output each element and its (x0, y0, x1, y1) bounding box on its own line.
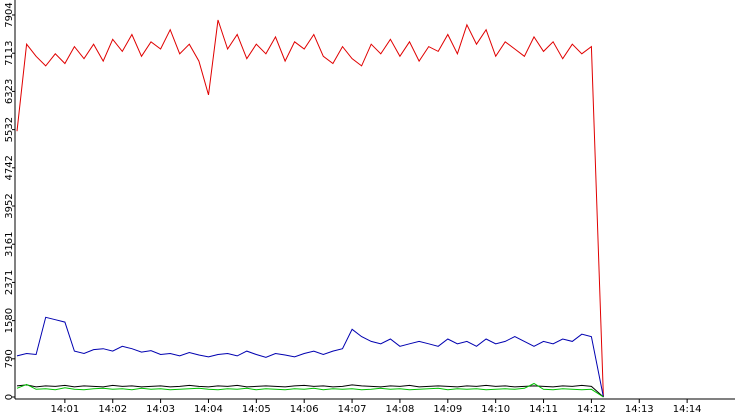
x-tick-label: 14:09 (433, 404, 462, 415)
y-tick-label: 0 (4, 394, 15, 400)
x-tick-label: 14:04 (194, 404, 223, 415)
x-tick-label: 14:12 (577, 404, 606, 415)
x-tick-label: 14:06 (290, 404, 319, 415)
y-tick-label: 790 (4, 349, 15, 368)
x-tick-label: 14:02 (98, 404, 127, 415)
x-tick-label: 14:10 (481, 404, 510, 415)
series-line (16, 384, 604, 398)
y-tick-label: 3952 (4, 193, 15, 218)
x-tick-label: 14:07 (338, 404, 367, 415)
x-tick-label: 14:13 (625, 404, 654, 415)
y-tick-label: 3161 (4, 231, 15, 256)
x-tick-label: 14:05 (242, 404, 271, 415)
y-tick-label: 7113 (4, 40, 15, 65)
x-tick-label: 14:11 (529, 404, 558, 415)
x-tick-label: 14:03 (146, 404, 175, 415)
x-tick-label: 14:01 (50, 404, 79, 415)
y-tick-label: 4742 (4, 155, 15, 180)
series-line (16, 382, 604, 398)
y-tick-label: 2371 (4, 270, 15, 295)
y-tick-label: 5532 (4, 117, 15, 142)
series-line (16, 316, 604, 398)
y-tick-label: 1580 (4, 308, 15, 333)
x-tick-label: 14:08 (386, 404, 415, 415)
y-tick-label: 7904 (4, 2, 15, 27)
y-tick-label: 6323 (4, 79, 15, 104)
x-tick-label: 14:14 (673, 404, 702, 415)
series-line (16, 19, 604, 398)
